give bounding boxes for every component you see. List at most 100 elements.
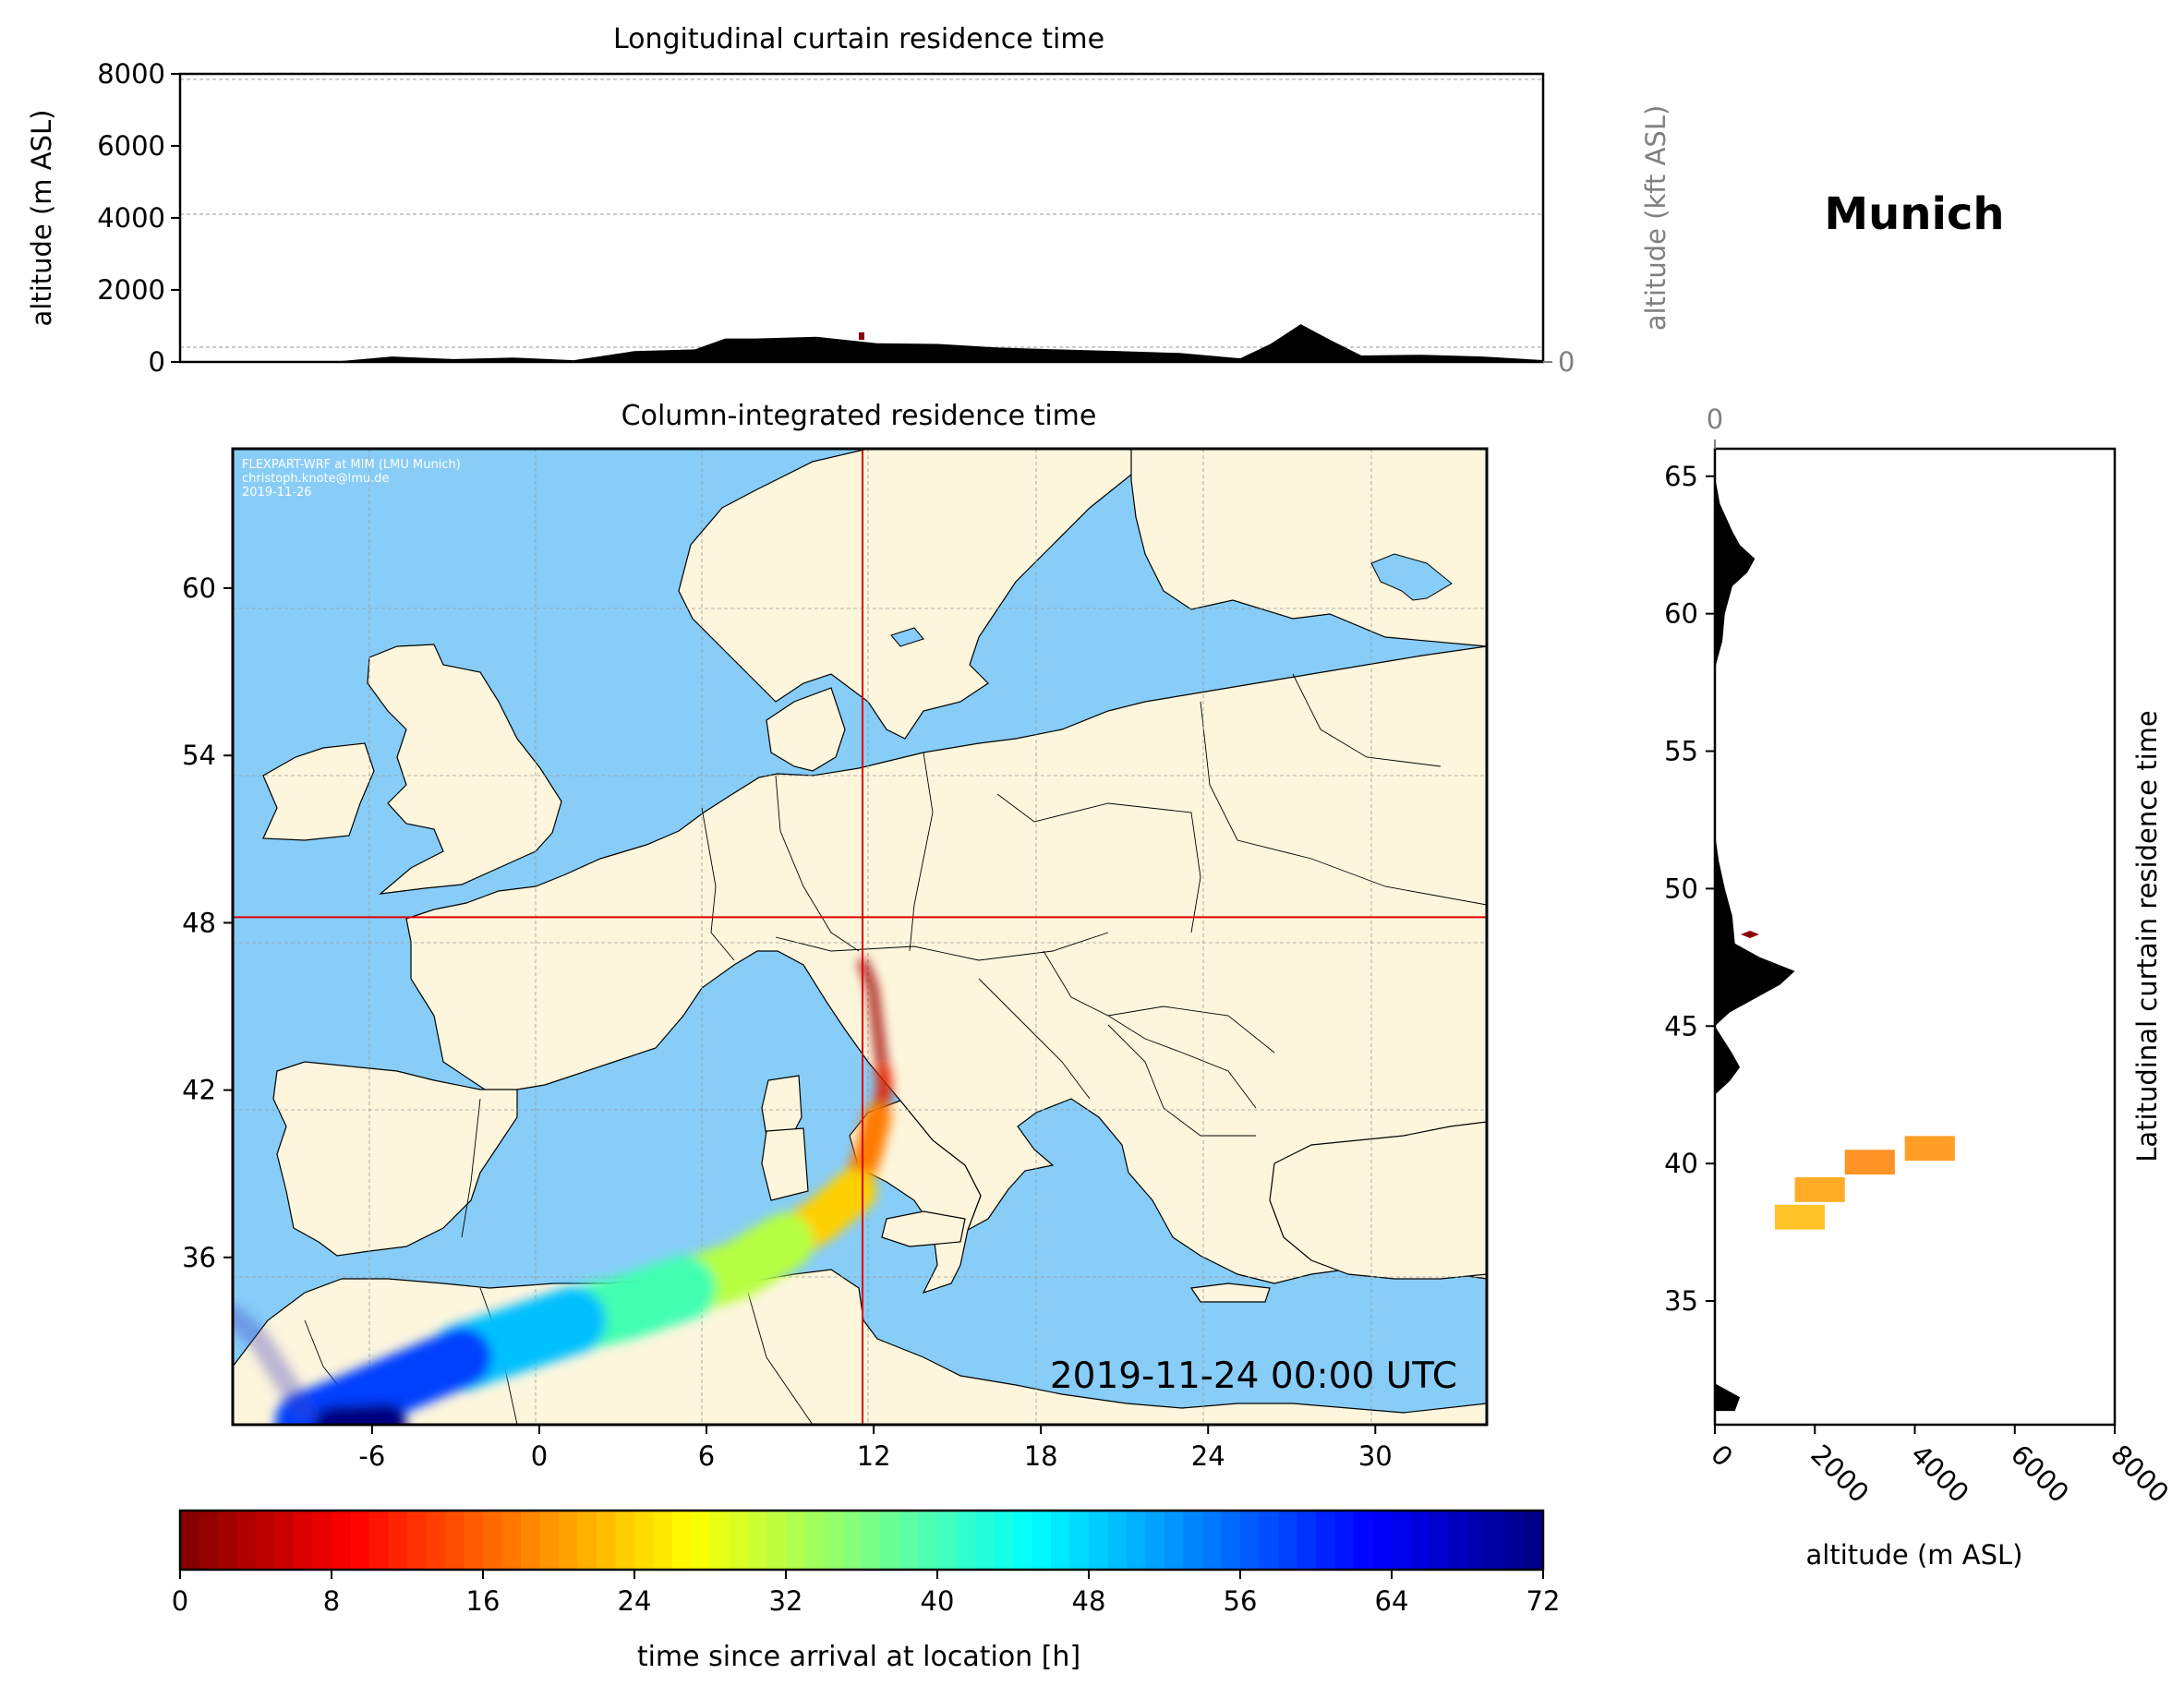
longitudinal-y-ticks: 0 2000 4000 6000 8000 (97, 58, 180, 378)
x-tick-label: 18 (1024, 1440, 1058, 1472)
x-tick-label: 24 (1191, 1440, 1225, 1472)
land-mainland-europe (405, 645, 1487, 1284)
colorbar-swatch (1505, 1511, 1526, 1570)
colorbar-swatch (407, 1511, 428, 1570)
y-tick-label: 48 (182, 907, 216, 938)
land-sardinia (761, 1127, 809, 1201)
colorbar-swatch (1069, 1511, 1090, 1570)
x-tick-label-top: 0 (1707, 403, 1723, 435)
longitudinal-residence-mark (859, 332, 864, 340)
colorbar: 0 8 16 24 32 40 48 56 64 72 time since arrival at… (172, 1509, 1560, 1673)
colorbar-swatch (729, 1511, 749, 1570)
colorbar-swatch (994, 1511, 1014, 1570)
colorbar-swatch (539, 1511, 560, 1570)
colorbar-swatch (1297, 1511, 1317, 1570)
colorbar-swatch (577, 1511, 597, 1570)
colorbar-swatch (1410, 1511, 1430, 1570)
colorbar-swatch (1467, 1511, 1488, 1570)
colorbar-swatch (559, 1511, 579, 1570)
y-tick-label: 42 (182, 1075, 216, 1106)
latitudinal-terrain (1715, 476, 1795, 1412)
colorbar-ticks: 0 8 16 24 32 40 48 56 64 72 (172, 1570, 1560, 1617)
map-frame (231, 447, 1489, 1427)
y-tick-label-right: 0 (1558, 346, 1575, 378)
land-great-britain (367, 644, 562, 895)
colorbar-swatch (199, 1511, 219, 1570)
map-timestamp: 2019-11-24 00:00 UTC (1050, 1355, 1457, 1397)
colorbar-swatch (464, 1511, 484, 1570)
latitudinal-y-ticks: 35 40 45 50 55 60 65 (1664, 461, 1715, 1317)
colorbar-swatch (1183, 1511, 1203, 1570)
credit-line: 2019-11-26 (242, 486, 312, 500)
map-panel: Column-integrated residence time (182, 400, 1489, 1472)
colorbar-swatch (256, 1511, 276, 1570)
colorbar-swatch (501, 1511, 522, 1570)
land-crete (1189, 1283, 1271, 1303)
map-borders (304, 673, 1487, 1425)
x-tick-label: -6 (358, 1440, 385, 1472)
map-credits: FLEXPART-WRF at MIM (LMU Munich) christo… (242, 458, 461, 500)
colorbar-swatch (1392, 1511, 1412, 1570)
colorbar-swatch (672, 1511, 693, 1570)
y-tick-label: 45 (1664, 1010, 1698, 1042)
y-tick-label: 8000 (97, 58, 165, 90)
colorbar-swatch (880, 1511, 900, 1570)
land-ireland (262, 742, 375, 841)
colorbar-swatch (445, 1511, 465, 1570)
map-x-ticks: -6 0 6 12 18 24 30 (358, 1425, 1393, 1472)
colorbar-tick-label: 24 (618, 1585, 652, 1617)
y-tick-label: 60 (1664, 598, 1698, 630)
y-tick-label: 0 (149, 346, 165, 378)
colorbar-tick-label: 40 (921, 1585, 955, 1617)
colorbar-swatch (1334, 1511, 1355, 1570)
land-turkey (1269, 1121, 1487, 1280)
y-tick-label: 4000 (97, 202, 165, 234)
colorbar-swatch (1127, 1511, 1147, 1570)
colorbar-swatch (842, 1511, 863, 1570)
land-sicily (881, 1210, 966, 1247)
colorbar-swatch (521, 1511, 541, 1570)
residence-cell (1794, 1177, 1845, 1202)
colorbar-swatch (956, 1511, 976, 1570)
colorbar-tick-label: 8 (323, 1585, 340, 1617)
colorbar-tick-label: 0 (172, 1585, 188, 1617)
colorbar-swatch (369, 1511, 390, 1570)
x-tick-label: 6 (698, 1440, 715, 1472)
colorbar-swatch (710, 1511, 730, 1570)
colorbar-swatch (1202, 1511, 1223, 1570)
colorbar-swatch (1524, 1511, 1544, 1570)
latitudinal-xlabel: altitude (m ASL) (1806, 1539, 2023, 1571)
x-tick-label: 12 (857, 1440, 891, 1472)
y-tick-label: 60 (182, 572, 216, 604)
y-tick-label: 2000 (97, 274, 165, 306)
colorbar-swatch (597, 1511, 617, 1570)
latitudinal-x-ticks-top: 050100 (1707, 403, 1723, 449)
map-gridlines (233, 449, 1487, 1425)
colorbar-swatch (1430, 1511, 1450, 1570)
y-tick-label: 55 (1664, 736, 1698, 767)
residence-cell (1904, 1136, 1955, 1162)
latitudinal-residence-cells (1774, 1136, 1955, 1230)
colorbar-swatch (918, 1511, 938, 1570)
longitudinal-terrain (180, 324, 1543, 362)
colorbar-swatch (1145, 1511, 1165, 1570)
colorbar-swatch (388, 1511, 408, 1570)
colorbar-tick-label: 64 (1375, 1585, 1409, 1617)
colorbar-swatch (1089, 1511, 1109, 1570)
colorbar-swatch (1013, 1511, 1033, 1570)
y-tick-label: 40 (1664, 1148, 1698, 1179)
credit-line: christoph.knote@lmu.de (242, 472, 390, 486)
colorbar-swatch (615, 1511, 635, 1570)
y-tick-label: 54 (182, 740, 216, 771)
colorbar-swatch (218, 1511, 238, 1570)
colorbar-swatch (766, 1511, 787, 1570)
colorbar-swatch (1372, 1511, 1393, 1570)
colorbar-swatch (1486, 1511, 1506, 1570)
map-lakes (890, 553, 1453, 647)
colorbar-swatch (804, 1511, 825, 1570)
colorbar-swatch (634, 1511, 655, 1570)
land-scandinavia (678, 449, 1164, 740)
colorbar-swatch (975, 1511, 995, 1570)
colorbar-swatch (1107, 1511, 1128, 1570)
